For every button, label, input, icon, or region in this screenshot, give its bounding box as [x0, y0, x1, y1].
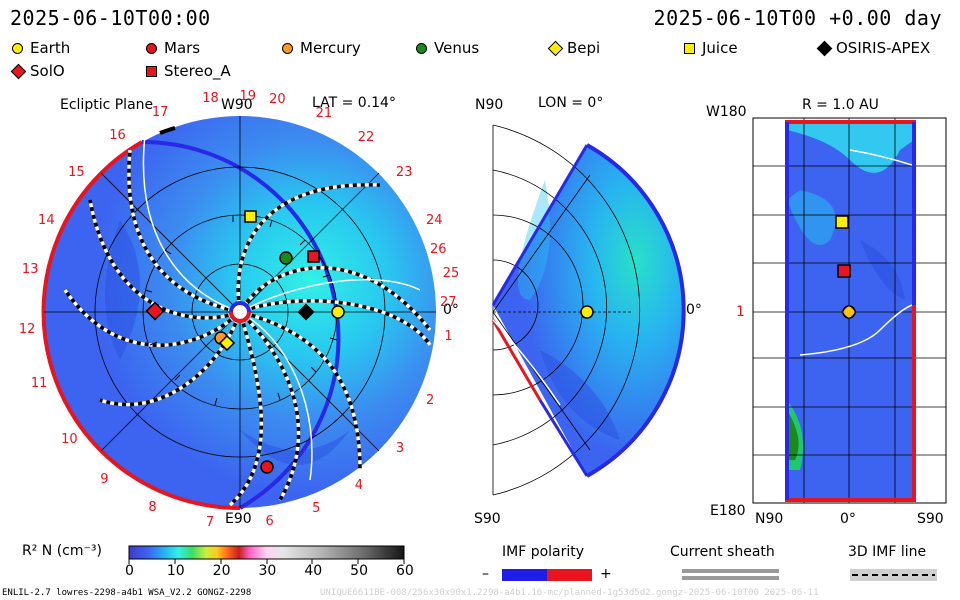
rmap-x-right: S90 [917, 511, 944, 527]
legend-label: Juice [702, 39, 738, 57]
rmap-top-left: W180 [706, 104, 747, 120]
ecliptic-tick-label: 5 [312, 501, 321, 517]
osiris-apex-marker [297, 303, 315, 321]
earth-marker-meridional [580, 305, 594, 319]
imf-minus-label: – [482, 566, 489, 582]
imf-polarity-negative [502, 569, 547, 581]
ecliptic-panel [41, 116, 436, 511]
ecliptic-tick-label: 27 [440, 295, 457, 310]
colorbar-label: R² N (cm⁻³) [22, 543, 102, 559]
circle-marker-icon [282, 43, 293, 54]
ecliptic-right-label: 0° [443, 302, 459, 318]
legend-label: Mercury [300, 39, 361, 57]
ecliptic-tick-label: 17 [151, 104, 169, 120]
r-map-panel [752, 117, 947, 504]
colorbar-tick-label: 40 [304, 563, 323, 579]
colorbar-tick-label: 0 [125, 563, 134, 579]
stereo-a-marker-rmap [837, 264, 851, 278]
ecliptic-tick-label: 9 [100, 471, 109, 487]
legend-label: Venus [434, 39, 480, 57]
rmap-r: R = 1.0 AU [802, 97, 879, 113]
ecliptic-tick-label: 7 [205, 515, 215, 531]
legend-label: OSIRIS-APEX [836, 39, 931, 57]
header-right-time: 2025-06-10T00 +0.00 day [653, 6, 942, 30]
ecliptic-tick-label: 11 [30, 376, 48, 392]
ecliptic-tick-label: 24 [425, 212, 443, 228]
rmap-left-mid: 1 [736, 304, 745, 320]
imf-polarity-positive [547, 569, 592, 581]
colorbar-tick-label: 60 [396, 563, 414, 579]
ecliptic-tick-label: 8 [148, 499, 157, 515]
stereo-a-marker [307, 250, 320, 263]
colorbar-tick-label: 30 [258, 563, 277, 579]
legend-label: SolO [30, 62, 65, 80]
meridional-lon: LON = 0° [538, 95, 604, 111]
venus-marker [279, 251, 293, 265]
circle-marker-icon [146, 43, 157, 54]
rmap-x-left: N90 [755, 511, 784, 527]
meridional-bottom-left: S90 [474, 511, 501, 527]
legend-label: Mars [164, 39, 201, 57]
ecliptic-lat: LAT = 0.14° [312, 95, 396, 111]
ecliptic-title: Ecliptic Plane [60, 97, 154, 113]
rim-blue-arc [141, 139, 341, 510]
footer-right: UNIQUE6611BE-008/256x30x90x1.2298-a4b1.1… [320, 588, 819, 598]
ecliptic-tick-label: 21 [315, 106, 333, 121]
ecliptic-tick-label: 26 [430, 242, 447, 257]
current-sheath-title: Current sheath [670, 544, 775, 560]
circle-marker-icon [12, 43, 23, 54]
mars-marker [260, 460, 274, 474]
juice-marker [244, 210, 257, 223]
ecliptic-tick-label: 3 [395, 440, 405, 456]
ecliptic-bottom-label: E90 [225, 511, 252, 527]
square-marker-icon [146, 66, 157, 77]
ecliptic-tick-label: 12 [18, 321, 36, 337]
ecliptic-tick-label: 23 [395, 165, 413, 181]
imf-polarity-title: IMF polarity [502, 544, 585, 560]
footer-left: ENLIL-2.7 lowres-2298-a4b1 WSA_V2.2 GONG… [2, 588, 252, 598]
colorbar-tick-label: 20 [212, 563, 231, 579]
current-sheath-line2 [682, 576, 779, 580]
meridional-panel [491, 124, 686, 496]
ecliptic-tick-label: 16 [109, 127, 126, 143]
bepi-marker [218, 334, 236, 352]
ecliptic-tick-label: 10 [61, 431, 78, 447]
header-left-time: 2025-06-10T00:00 [10, 6, 211, 30]
ecliptic-tick-label: 22 [357, 129, 375, 145]
ecliptic-tick-label: 15 [68, 165, 85, 181]
ecliptic-tick-label: 4 [354, 478, 364, 494]
solo-marker [145, 301, 165, 321]
imf-plus-label: + [600, 566, 612, 582]
ecliptic-tick-label: 13 [21, 262, 39, 278]
ecliptic-top-label: W90 [221, 97, 253, 113]
ecliptic-tick-label: 6 [265, 514, 274, 530]
legend-label: Earth [30, 39, 71, 57]
legend-label: Stereo_A [164, 62, 231, 80]
ecliptic-tick-label: 18 [202, 91, 219, 107]
colorbar [128, 545, 405, 560]
imf-spirals [63, 149, 432, 507]
rmap-x-mid: 0° [840, 511, 856, 527]
current-sheath-line1 [682, 569, 779, 573]
rim-red-arc [41, 140, 241, 511]
legend-label: Bepi [567, 39, 601, 57]
rmap-bottom-left: E180 [710, 503, 746, 519]
colorbar-tick-label: 50 [350, 563, 368, 579]
meridional-top-left: N90 [475, 97, 504, 113]
ecliptic-tick-label: 14 [38, 212, 55, 228]
ecliptic-tick-label: 1 [444, 329, 453, 345]
ecliptic-tick-label: 20 [269, 92, 286, 108]
juice-marker-rmap [835, 215, 849, 229]
circle-marker-icon [416, 43, 427, 54]
earth-marker [331, 305, 345, 319]
ecliptic-tick-label: 25 [442, 265, 460, 281]
square-marker-icon [684, 43, 695, 54]
imf-3d-title: 3D IMF line [848, 544, 927, 560]
colorbar-tick-label: 10 [166, 563, 185, 579]
ecliptic-tick-label: 2 [425, 393, 435, 409]
meridional-right-label: 0° [686, 302, 702, 318]
ecliptic-tick-label: 19 [239, 89, 256, 105]
